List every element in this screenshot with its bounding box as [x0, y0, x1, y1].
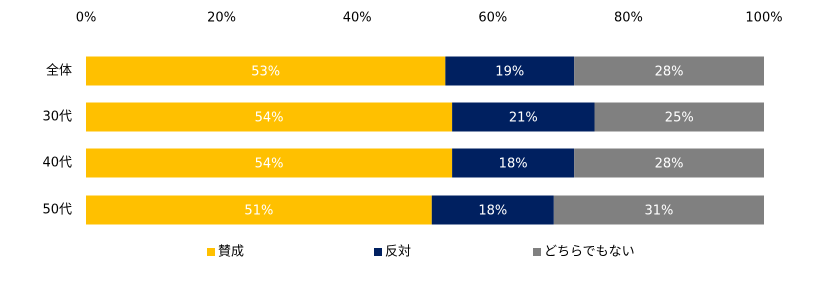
x-tick-label: 40%	[343, 11, 372, 26]
value-label: 53%	[251, 65, 280, 80]
value-label: 21%	[509, 111, 538, 126]
value-label: 51%	[244, 204, 273, 219]
y-tick-label: 全体	[46, 63, 72, 79]
legend-label: 賛成	[218, 245, 244, 260]
value-label: 28%	[655, 157, 684, 172]
y-tick-label: 30代	[42, 110, 72, 125]
value-label: 54%	[255, 157, 284, 172]
x-tick-label: 20%	[207, 11, 236, 26]
y-tick-label: 50代	[42, 203, 72, 218]
bar-segment	[452, 148, 575, 178]
legend-label: どちらでもない	[544, 245, 635, 260]
legend-swatch	[533, 248, 541, 256]
bar-segment	[553, 195, 764, 225]
legend-label: 反対	[385, 245, 411, 260]
bar-segment	[86, 56, 446, 86]
y-tick-label: 40代	[42, 156, 72, 171]
bar-segment	[594, 102, 764, 132]
bar-segment	[86, 195, 432, 225]
value-label: 19%	[495, 65, 524, 80]
value-label: 54%	[255, 111, 284, 126]
value-label: 25%	[665, 111, 694, 126]
value-label: 18%	[478, 204, 507, 219]
value-label: 18%	[499, 157, 528, 172]
bar-segment	[86, 148, 453, 178]
value-label: 31%	[644, 204, 673, 219]
bar-segment	[431, 195, 554, 225]
bar-segment	[445, 56, 575, 86]
legend-swatch	[207, 248, 215, 256]
x-tick-label: 80%	[614, 11, 643, 26]
bar-segment	[86, 102, 453, 132]
bar-segment	[452, 102, 595, 132]
x-tick-label: 60%	[478, 11, 507, 26]
x-tick-label: 100%	[745, 11, 782, 26]
bar-segment	[574, 148, 764, 178]
x-tick-label: 0%	[76, 11, 97, 26]
value-label: 28%	[655, 65, 684, 80]
legend-swatch	[374, 248, 382, 256]
bar-segment	[574, 56, 764, 86]
